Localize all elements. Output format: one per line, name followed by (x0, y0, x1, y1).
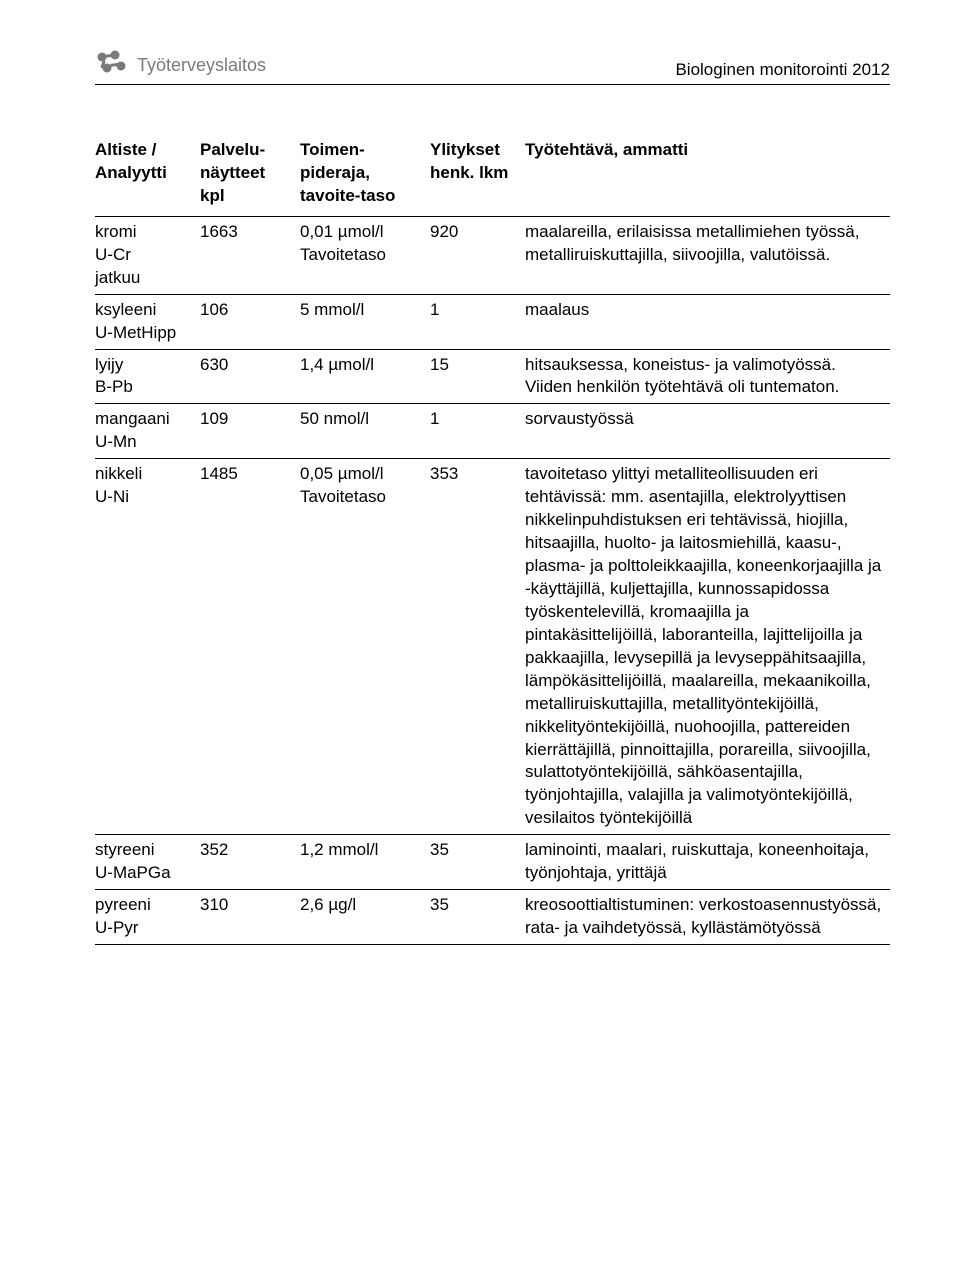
cell-job: laminointi, maalari, ruiskuttaja, koneen… (525, 835, 890, 890)
cell-analyte: nikkeliU-Ni (95, 459, 200, 835)
cell-job: hitsauksessa, koneistus- ja valimotyössä… (525, 349, 890, 404)
cell-analyte: mangaaniU-Mn (95, 404, 200, 459)
cell-samples: 109 (200, 404, 300, 459)
table-row: pyreeniU-Pyr3102,6 µg/l35kreosoottialtis… (95, 890, 890, 945)
col-analyte: Altiste / Analyytti (95, 135, 200, 216)
table-row: lyijyB-Pb6301,4 µmol/l15hitsauksessa, ko… (95, 349, 890, 404)
cell-limit: 2,6 µg/l (300, 890, 430, 945)
col-limit: Toimen-pideraja, tavoite-taso (300, 135, 430, 216)
cell-job: tavoitetaso ylittyi metalliteollisuuden … (525, 459, 890, 835)
cell-samples: 1663 (200, 216, 300, 294)
cell-job: maalaus (525, 294, 890, 349)
logo-block: Työterveyslaitos (95, 50, 266, 80)
col-exceed: Ylitykset henk. lkm (430, 135, 525, 216)
col-job: Työtehtävä, ammatti (525, 135, 890, 216)
cell-exceed: 35 (430, 890, 525, 945)
cell-exceed: 920 (430, 216, 525, 294)
cell-job: sorvaustyössä (525, 404, 890, 459)
cell-samples: 352 (200, 835, 300, 890)
table-row: nikkeliU-Ni14850,05 µmol/l Tavoitetaso35… (95, 459, 890, 835)
table-row: styreeniU-MaPGa3521,2 mmol/l35laminointi… (95, 835, 890, 890)
cell-analyte: pyreeniU-Pyr (95, 890, 200, 945)
cell-exceed: 1 (430, 294, 525, 349)
cell-job: kreosoottialtistuminen: verkostoasennust… (525, 890, 890, 945)
table-row: mangaaniU-Mn10950 nmol/l1sorvaustyössä (95, 404, 890, 459)
org-name: Työterveyslaitos (137, 55, 266, 76)
cell-limit: 0,01 µmol/l Tavoitetaso (300, 216, 430, 294)
cell-limit: 0,05 µmol/l Tavoitetaso (300, 459, 430, 835)
cell-limit: 1,2 mmol/l (300, 835, 430, 890)
data-table: Altiste / Analyytti Palvelu-näytteet kpl… (95, 135, 890, 945)
table-row: kromiU-Crjatkuu16630,01 µmol/l Tavoiteta… (95, 216, 890, 294)
cell-limit: 5 mmol/l (300, 294, 430, 349)
cell-limit: 50 nmol/l (300, 404, 430, 459)
org-logo-icon (95, 50, 131, 80)
page-header: Työterveyslaitos Biologinen monitorointi… (95, 50, 890, 85)
cell-analyte: lyijyB-Pb (95, 349, 200, 404)
cell-analyte: styreeniU-MaPGa (95, 835, 200, 890)
cell-exceed: 353 (430, 459, 525, 835)
cell-samples: 630 (200, 349, 300, 404)
cell-samples: 1485 (200, 459, 300, 835)
cell-analyte: kromiU-Crjatkuu (95, 216, 200, 294)
table-row: ksyleeniU-MetHipp1065 mmol/l1maalaus (95, 294, 890, 349)
cell-samples: 106 (200, 294, 300, 349)
document-title: Biologinen monitorointi 2012 (675, 60, 890, 80)
cell-exceed: 35 (430, 835, 525, 890)
cell-limit: 1,4 µmol/l (300, 349, 430, 404)
page: Työterveyslaitos Biologinen monitorointi… (0, 0, 960, 1005)
table-header-row: Altiste / Analyytti Palvelu-näytteet kpl… (95, 135, 890, 216)
cell-job: maalareilla, erilaisissa metallimiehen t… (525, 216, 890, 294)
cell-exceed: 15 (430, 349, 525, 404)
cell-samples: 310 (200, 890, 300, 945)
cell-exceed: 1 (430, 404, 525, 459)
cell-analyte: ksyleeniU-MetHipp (95, 294, 200, 349)
col-samples: Palvelu-näytteet kpl (200, 135, 300, 216)
